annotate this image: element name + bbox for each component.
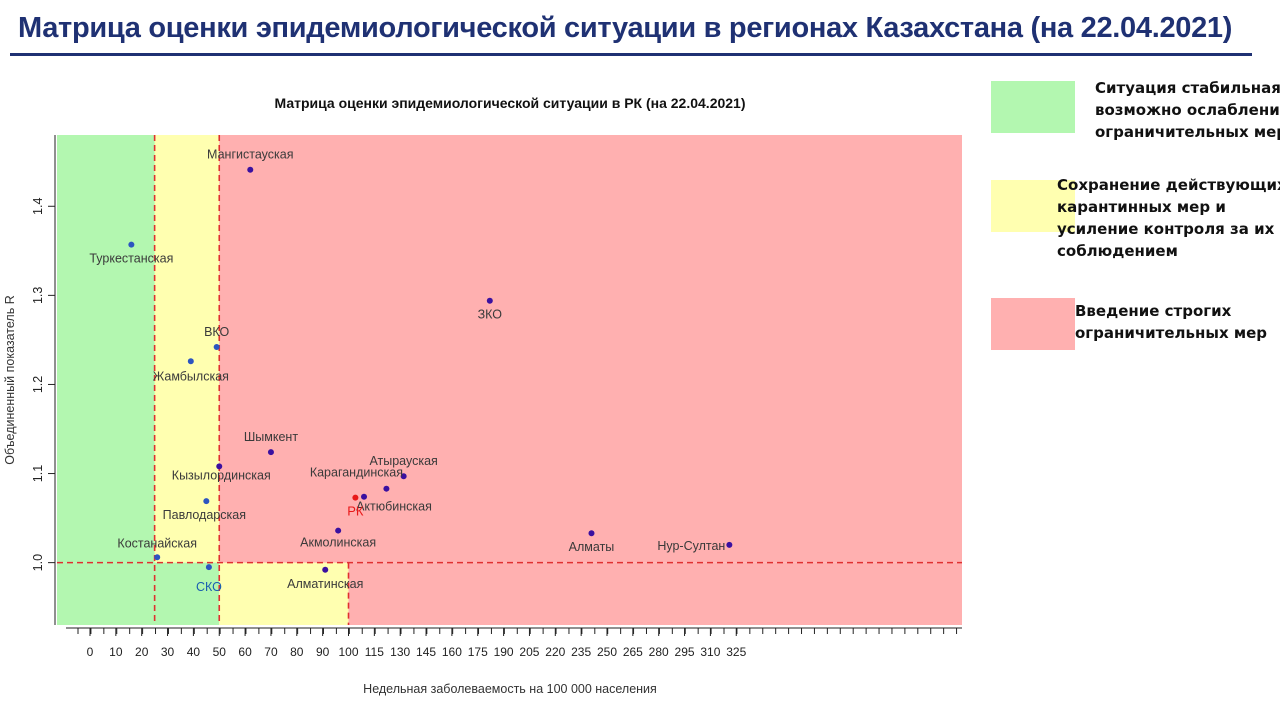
- x-tick-label: 30: [161, 645, 175, 659]
- y-tick-label: 1.3: [31, 287, 45, 304]
- point-label: Атырауская: [369, 454, 437, 468]
- point-2: [486, 297, 493, 304]
- x-tick-label: 190: [494, 645, 514, 659]
- point-12: [335, 527, 342, 534]
- x-tick-label: 130: [390, 645, 410, 659]
- point-labels-layer: Мангистауская Туркестанская ЗКО ВКО Жамбылск…: [89, 148, 725, 594]
- x-tick-label: 90: [316, 645, 330, 659]
- point-label: Нур-Султан: [657, 539, 725, 553]
- x-tick-label: 145: [416, 645, 436, 659]
- point-9: [203, 498, 210, 505]
- zone-red-top: [219, 135, 962, 563]
- x-tick-label: 250: [597, 645, 617, 659]
- point-17: [322, 566, 329, 573]
- point-14: [726, 541, 733, 548]
- x-tick-label: 325: [726, 645, 746, 659]
- x-tick-label: 295: [675, 645, 695, 659]
- point-4: [187, 358, 194, 365]
- point-label: Акмолинская: [300, 536, 376, 550]
- point-label: СКО: [196, 580, 222, 594]
- zone-red-bottom: [348, 562, 962, 625]
- zones-layer: [57, 135, 962, 625]
- point-13: [588, 530, 595, 537]
- point-label: Кызылординская: [172, 468, 271, 482]
- point-0: [247, 166, 254, 173]
- x-tick-label: 205: [519, 645, 539, 659]
- point-16: [205, 564, 212, 571]
- legend-text: Ситуация стабильная, возможно ослабление…: [1095, 79, 1280, 141]
- x-tick-label: 265: [623, 645, 643, 659]
- x-tick-label: 80: [290, 645, 304, 659]
- y-tick-label: 1.0: [31, 554, 45, 571]
- point-label: Костанайская: [117, 536, 197, 550]
- zone-green-low: [57, 562, 220, 625]
- legend-item: Введение строгих ограничительных мер: [991, 298, 1267, 350]
- point-label: Мангистауская: [207, 148, 293, 162]
- point-label: Карагандинская: [310, 466, 403, 480]
- x-tick-label: 100: [338, 645, 358, 659]
- x-tick-label: 60: [238, 645, 252, 659]
- point-label: Алматинская: [287, 577, 363, 591]
- point-label: Алматы: [569, 540, 615, 554]
- x-tick-label: 280: [649, 645, 669, 659]
- y-axis-label: Объединенный показатель R: [3, 295, 17, 464]
- point-label: Туркестанская: [89, 252, 173, 266]
- x-tick-label: 220: [545, 645, 565, 659]
- point-15: [154, 554, 161, 561]
- x-tick-label: 310: [700, 645, 720, 659]
- x-tick-label: 0: [87, 645, 94, 659]
- point-8: [216, 463, 223, 470]
- points-layer: [128, 166, 733, 573]
- y-tick-label: 1.1: [31, 465, 45, 482]
- x-tick-label: 20: [135, 645, 149, 659]
- x-tick-label: 235: [571, 645, 591, 659]
- point-11: [352, 494, 359, 501]
- zone-yellow-bottom: [219, 562, 349, 625]
- point-label: ВКО: [204, 325, 229, 339]
- legend-text: Введение строгих ограничительных мер: [1075, 302, 1268, 342]
- zone-yellow-top: [154, 135, 220, 563]
- point-10: [361, 493, 368, 500]
- axis-layer: 0 10 20 30 40 50 60 70 80 90 100 115 130 145 160 175 190…: [31, 135, 962, 659]
- point-1: [128, 241, 135, 248]
- x-tick-label: 10: [109, 645, 123, 659]
- legend-text: Сохранение действующих карантинных мер и…: [1057, 176, 1280, 260]
- legend-swatch: [991, 180, 1075, 232]
- x-tick-label: 70: [264, 645, 278, 659]
- threshold-lines-layer: [57, 135, 962, 625]
- x-tick-label: 115: [365, 645, 384, 659]
- x-tick-label: 50: [213, 645, 227, 659]
- x-tick-label: 40: [187, 645, 201, 659]
- x-tick-label: 160: [442, 645, 462, 659]
- y-tick-label: 1.2: [31, 376, 45, 393]
- x-tick-label: 175: [468, 645, 488, 659]
- point-6: [400, 473, 407, 480]
- legend-swatch: [991, 298, 1075, 350]
- point-7: [383, 485, 390, 492]
- legend-item: Ситуация стабильная, возможно ослабление…: [991, 79, 1280, 143]
- point-label: ЗКО: [478, 308, 503, 322]
- point-label: Шымкент: [244, 430, 298, 444]
- point-label: РК: [347, 504, 364, 519]
- legend-item: Сохранение действующих карантинных мер и…: [991, 176, 1280, 262]
- point-label: Павлодарская: [163, 508, 246, 522]
- page-title: Матрица оценки эпидемиологической ситуац…: [18, 12, 1233, 44]
- chart-title: Матрица оценки эпидемиологической ситуац…: [274, 95, 745, 111]
- scatter-chart: 0 10 20 30 40 50 60 70 80 90 100 115 130 145 160 175 190…: [3, 95, 962, 696]
- point-label: Жамбылская: [153, 369, 229, 383]
- x-axis-label: Недельная заболеваемость на 100 000 насе…: [363, 682, 657, 696]
- legend-swatch: [991, 81, 1075, 133]
- point-label: Актюбинская: [356, 500, 432, 514]
- point-3: [213, 344, 220, 351]
- point-5: [267, 449, 274, 456]
- title-divider: [10, 53, 1252, 56]
- y-tick-label: 1.4: [31, 198, 45, 215]
